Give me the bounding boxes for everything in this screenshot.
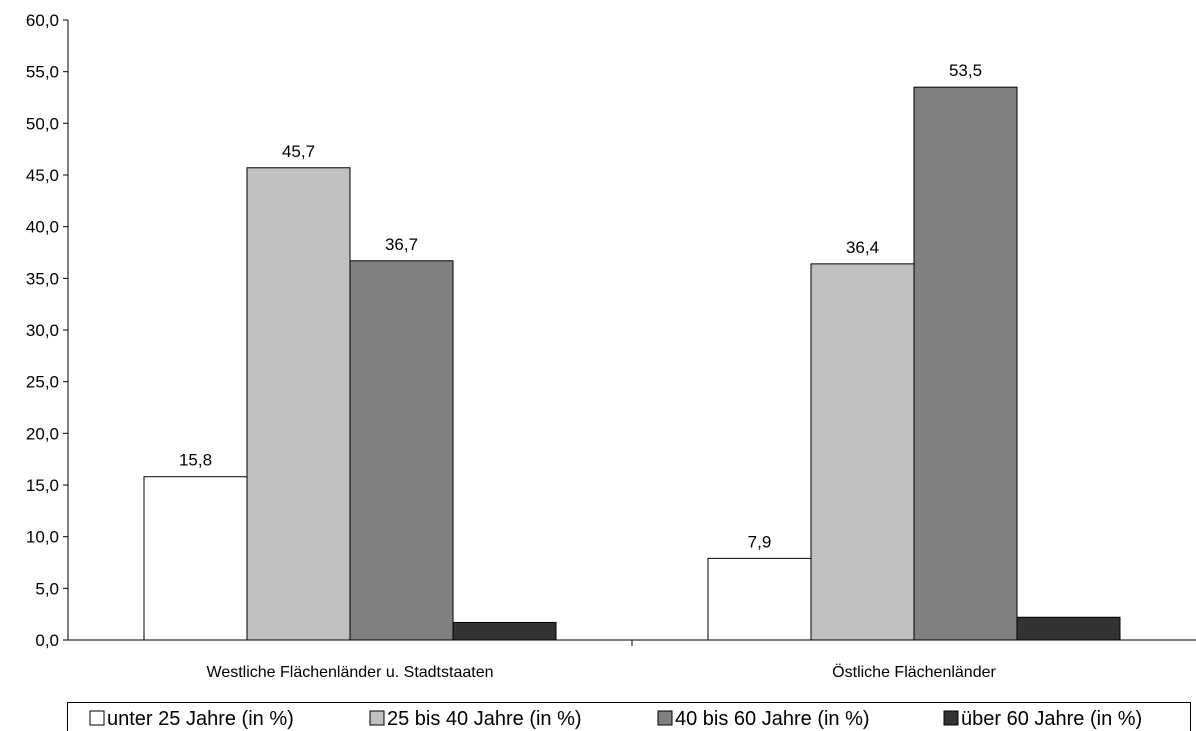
y-tick-label: 45,0 (26, 166, 59, 185)
y-tick-label: 15,0 (26, 476, 59, 495)
x-category-label: Östliche Flächenländer (832, 663, 996, 681)
data-label: 36,4 (846, 238, 879, 257)
bar (707, 557, 812, 641)
bars (143, 86, 1121, 641)
x-axis: Westliche Flächenländer u. Stadtstaaten Ö… (68, 639, 1196, 681)
bar (1016, 616, 1121, 641)
legend-label: 40 bis 60 Jahre (in %) (675, 708, 870, 730)
legend-box (67, 702, 1191, 731)
y-tick-label: 40,0 (26, 218, 59, 237)
legend-label: 25 bis 40 Jahre (in %) (387, 708, 582, 730)
legend-swatch (89, 710, 105, 726)
legend-label: unter 25 Jahre (in %) (107, 708, 294, 730)
data-label: 36,7 (385, 235, 418, 254)
bar (246, 167, 351, 641)
y-tick-label: 5,0 (35, 579, 59, 598)
y-tick-label: 35,0 (26, 269, 59, 288)
legend-label: über 60 Jahre (in %) (961, 708, 1142, 730)
legend: unter 25 Jahre (in %) 25 bis 40 Jahre (in… (67, 702, 1191, 731)
y-axis: 0,0 5,0 10,0 15,0 20,0 25,0 30,0 35,0 40,0 45,0 50… (26, 11, 69, 650)
legend-swatch (369, 710, 385, 726)
y-tick-label: 50,0 (26, 114, 59, 133)
legend-swatch (657, 710, 673, 726)
bar (913, 86, 1018, 641)
data-label: 45,7 (282, 142, 315, 161)
y-tick-label: 10,0 (26, 528, 59, 547)
data-label: 7,9 (748, 532, 772, 551)
data-label: 53,5 (949, 61, 982, 80)
bar (452, 621, 557, 641)
x-category-label: Westliche Flächenländer u. Stadtstaaten (207, 664, 494, 681)
y-tick-label: 30,0 (26, 321, 59, 340)
y-tick-label: 25,0 (26, 373, 59, 392)
y-tick-label: 60,0 (26, 11, 59, 30)
bar (143, 476, 248, 641)
y-tick-label: 0,0 (35, 631, 59, 650)
legend-swatch (943, 710, 959, 726)
data-label: 15,8 (179, 451, 212, 470)
bar (810, 263, 915, 641)
data-labels: 15,8 45,7 36,7 7,9 36,4 53,5 (179, 61, 982, 551)
y-tick-label: 20,0 (26, 424, 59, 443)
bar (349, 260, 454, 641)
y-tick-label: 55,0 (26, 63, 59, 82)
